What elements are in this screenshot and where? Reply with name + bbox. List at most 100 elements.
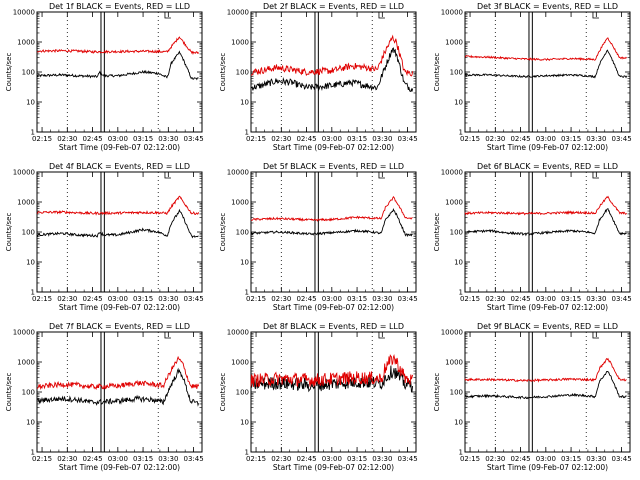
x-axis-title: Start Time (09-Feb-07 02:12:00) [273,143,394,152]
y-axis-title: Counts/sec [5,53,13,92]
y-tick-label: 10000 [13,329,35,337]
x-tick-label: 02:15 [460,455,480,463]
x-tick-label: 03:15 [347,455,367,463]
y-tick-label: 10000 [13,9,35,17]
x-tick-label: 02:45 [82,455,102,463]
x-tick-label: 03:00 [322,455,342,463]
series-lld-line [36,195,200,216]
x-tick-label: 03:45 [397,295,417,303]
series-lld-line [464,357,627,383]
top-bracket-mark [592,172,599,179]
x-tick-label: 02:30 [485,455,505,463]
series-events-line [36,367,200,407]
x-tick-label: 02:15 [246,295,266,303]
chart-panel-8: Det 8f BLACK = Events, RED = LLD 1 10 100 10… [219,322,418,472]
panel-title: Det 2f BLACK = Events, RED = LLD [263,2,404,11]
x-tick-label: 03:45 [183,455,203,463]
x-tick-label: 03:30 [158,135,178,143]
x-tick-label: 03:30 [372,295,392,303]
chart-panel-5: Det 5f BLACK = Events, RED = LLD 1 10 100 10… [219,162,418,312]
y-tick-label: 1 [31,289,35,297]
y-axis-title: Counts/sec [5,373,13,412]
x-tick-label: 02:45 [82,295,102,303]
x-axis-title: Start Time (09-Feb-07 02:12:00) [59,303,180,312]
x-tick-label: 03:15 [133,135,153,143]
x-tick-label: 02:45 [296,295,316,303]
x-tick-label: 03:30 [586,135,606,143]
plot-frame [36,171,203,293]
x-tick-label: 02:30 [485,295,505,303]
y-tick-label: 10 [454,99,463,107]
y-tick-label: 100 [22,389,35,397]
x-axis-title: Start Time (09-Feb-07 02:12:00) [487,143,608,152]
x-tick-label: 02:30 [485,135,505,143]
x-tick-label: 03:15 [347,135,367,143]
x-axis-title: Start Time (09-Feb-07 02:12:00) [273,463,394,472]
x-tick-label: 03:15 [561,135,581,143]
x-tick-label: 02:30 [271,135,291,143]
series-lld-line [464,37,627,62]
y-tick-label: 10 [454,419,463,427]
x-tick-label: 03:00 [536,295,556,303]
y-tick-label: 100 [236,389,249,397]
series-events-line [36,50,199,81]
series-lld-line [464,195,627,216]
x-tick-label: 03:00 [536,135,556,143]
y-tick-label: 10000 [441,169,463,177]
chart-panel-9: Det 9f BLACK = Events, RED = LLD 1 10 100 10… [433,322,632,472]
y-tick-label: 10 [454,259,463,267]
x-tick-label: 02:30 [57,135,77,143]
x-tick-label: 03:00 [108,135,128,143]
x-axis-title: Start Time (09-Feb-07 02:12:00) [273,303,394,312]
plot-frame [464,331,631,453]
x-tick-label: 03:45 [611,135,631,143]
y-tick-label: 1 [245,289,249,297]
x-tick-label: 02:45 [510,135,530,143]
x-axis-title: Start Time (09-Feb-07 02:12:00) [487,303,608,312]
y-tick-label: 1000 [17,39,35,47]
y-tick-label: 10000 [227,9,249,17]
top-bracket-mark [592,332,599,339]
x-tick-label: 03:30 [586,455,606,463]
top-bracket-mark [164,12,171,19]
chart-panel-2: Det 2f BLACK = Events, RED = LLD 1 10 100 10… [219,2,418,152]
y-axis-title: Counts/sec [433,373,441,412]
chart-panel-7: Det 7f BLACK = Events, RED = LLD 1 10 100 10… [5,322,204,472]
y-tick-label: 100 [450,389,463,397]
y-tick-label: 10000 [13,169,35,177]
x-tick-label: 03:30 [372,135,392,143]
y-tick-label: 10 [26,99,35,107]
top-bracket-mark [378,12,385,19]
top-bracket-mark [592,12,599,19]
y-tick-label: 10 [240,419,249,427]
y-tick-label: 100 [236,69,249,77]
panel-title: Det 5f BLACK = Events, RED = LLD [263,162,404,171]
x-tick-label: 02:30 [271,455,291,463]
x-tick-label: 03:00 [108,455,128,463]
y-tick-label: 100 [22,69,35,77]
y-axis-title: Counts/sec [219,373,227,412]
y-axis-title: Counts/sec [5,213,13,252]
x-tick-label: 03:15 [561,455,581,463]
series-events-line [464,371,627,400]
panel-title: Det 8f BLACK = Events, RED = LLD [263,322,404,331]
y-tick-label: 1000 [445,359,463,367]
x-tick-label: 02:45 [510,295,530,303]
x-tick-label: 02:15 [246,135,266,143]
x-tick-label: 03:15 [347,295,367,303]
x-tick-label: 02:15 [246,455,266,463]
y-tick-label: 1 [31,129,35,137]
series-events-line [464,208,627,237]
series-events-line [250,47,414,92]
x-tick-label: 02:30 [271,295,291,303]
y-tick-label: 100 [236,229,249,237]
x-axis-title: Start Time (09-Feb-07 02:12:00) [59,463,180,472]
x-tick-label: 03:00 [322,135,342,143]
y-tick-label: 1 [245,449,249,457]
y-tick-label: 10000 [441,329,463,337]
x-tick-label: 03:30 [372,455,392,463]
y-tick-label: 10000 [441,9,463,17]
y-tick-label: 10 [26,259,35,267]
x-tick-label: 02:15 [32,135,52,143]
series-events-line [250,365,414,393]
